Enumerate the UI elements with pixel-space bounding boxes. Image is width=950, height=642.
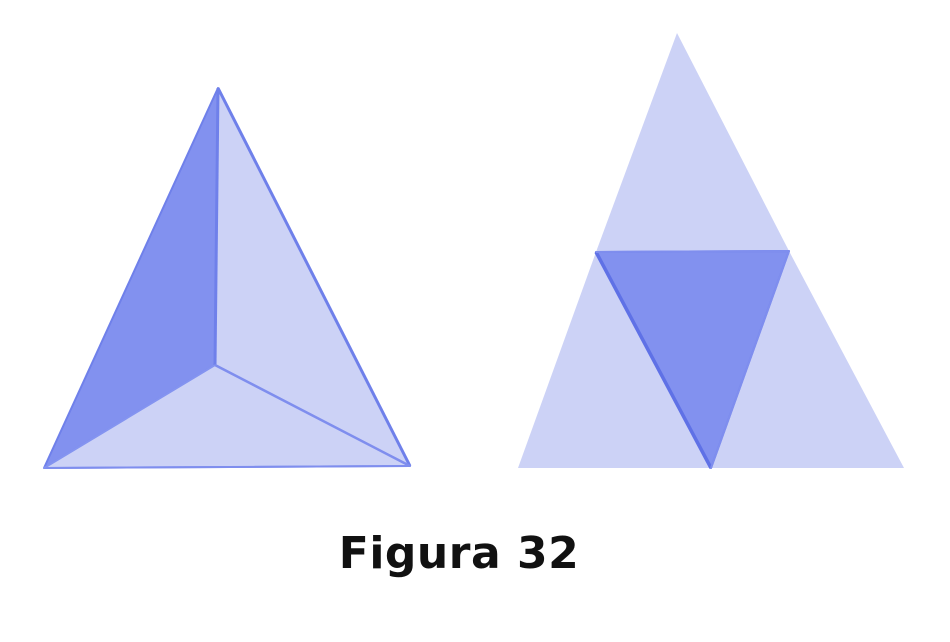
net-center-right-edge bbox=[710, 250, 790, 469]
tetrahedron-top-view bbox=[43, 87, 412, 469]
net-left-triangle bbox=[518, 252, 711, 468]
net-center-top-edge bbox=[595, 250, 790, 253]
tetrahedron-base-edge bbox=[43, 465, 411, 469]
tetrahedron-inner-left-edge bbox=[43, 364, 216, 469]
figure-caption: Figura 32 bbox=[338, 528, 580, 579]
tetrahedron-net bbox=[518, 33, 904, 469]
net-right-triangle bbox=[711, 251, 904, 468]
tetrahedron-vertical-edge bbox=[213, 87, 220, 366]
net-top-triangle bbox=[596, 33, 789, 252]
tetrahedron-right-edge bbox=[216, 87, 412, 467]
tetrahedron-inner-right-edge bbox=[214, 363, 411, 468]
net-center-left-edge bbox=[594, 251, 713, 469]
